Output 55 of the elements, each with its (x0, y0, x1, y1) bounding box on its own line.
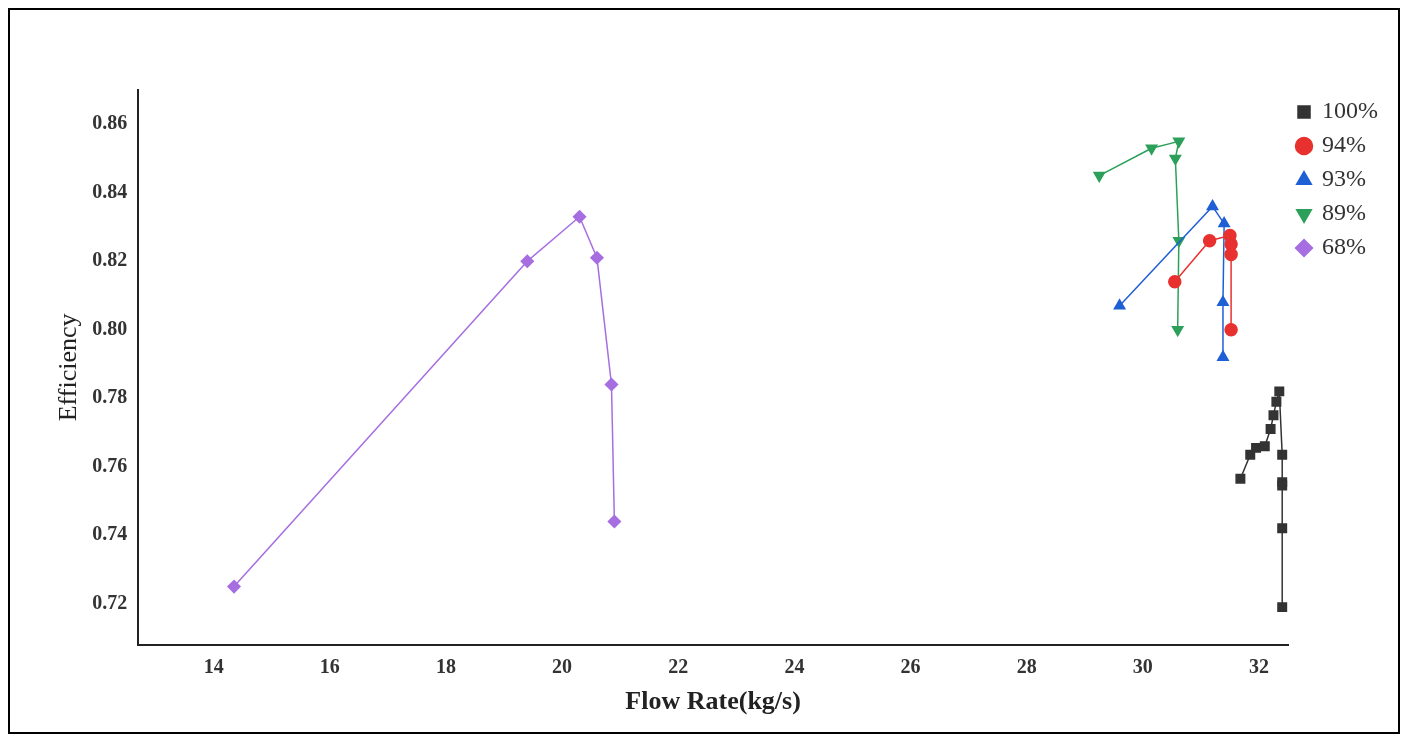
point (1217, 350, 1229, 361)
x-tick-label: 28 (1016, 654, 1037, 677)
x-tick-label: 14 (203, 654, 224, 677)
x-tick-label: 32 (1248, 654, 1269, 677)
x-tick-label: 16 (319, 654, 340, 677)
point (1202, 233, 1217, 248)
point (1271, 396, 1282, 407)
point (1093, 171, 1106, 183)
point (572, 209, 587, 224)
point (1274, 386, 1285, 397)
point (520, 254, 535, 268)
point (1224, 247, 1238, 262)
point (1259, 441, 1270, 452)
x-tick-label: 24 (784, 654, 805, 677)
x-tick-label: 30 (1132, 654, 1153, 677)
x-axis-title: Flow Rate(kg/s) (625, 686, 801, 716)
y-tick-label: 0.76 (92, 453, 128, 476)
point (227, 579, 241, 594)
point (1217, 295, 1229, 307)
point (1235, 473, 1246, 484)
x-tick-label: 26 (900, 654, 921, 677)
x-tick-label: 18 (435, 654, 456, 677)
y-tick-label: 0.74 (92, 522, 128, 545)
point (1277, 602, 1288, 613)
x-tick-label: 22 (668, 654, 689, 677)
point (1277, 449, 1288, 460)
point (1113, 299, 1126, 310)
point (590, 251, 604, 265)
legend-label: 94% (1322, 131, 1367, 158)
point (1172, 137, 1185, 149)
x-tick-label: 20 (552, 654, 573, 677)
y-tick-label: 0.86 (92, 111, 128, 134)
legend-label: 100% (1322, 97, 1379, 124)
point (1168, 275, 1182, 289)
point (1277, 523, 1288, 534)
y-tick-label: 0.82 (92, 248, 128, 271)
point (1268, 410, 1279, 421)
legend-label: 89% (1322, 199, 1367, 226)
legend-label: 68% (1322, 233, 1367, 260)
point (1265, 424, 1276, 435)
y-tick-label: 0.80 (92, 316, 128, 339)
point (1224, 322, 1238, 337)
legend-label: 93% (1322, 165, 1367, 192)
point (1206, 199, 1219, 211)
y-axis-title: Efficiency (53, 313, 83, 422)
point (1145, 144, 1158, 155)
y-tick-label: 0.72 (92, 590, 128, 613)
point (604, 377, 619, 392)
point (1251, 442, 1262, 453)
y-tick-label: 0.78 (92, 385, 128, 408)
point (1169, 154, 1182, 166)
point (1171, 325, 1184, 337)
point (607, 514, 622, 529)
y-tick-label: 0.84 (92, 179, 128, 202)
point (1218, 216, 1231, 228)
